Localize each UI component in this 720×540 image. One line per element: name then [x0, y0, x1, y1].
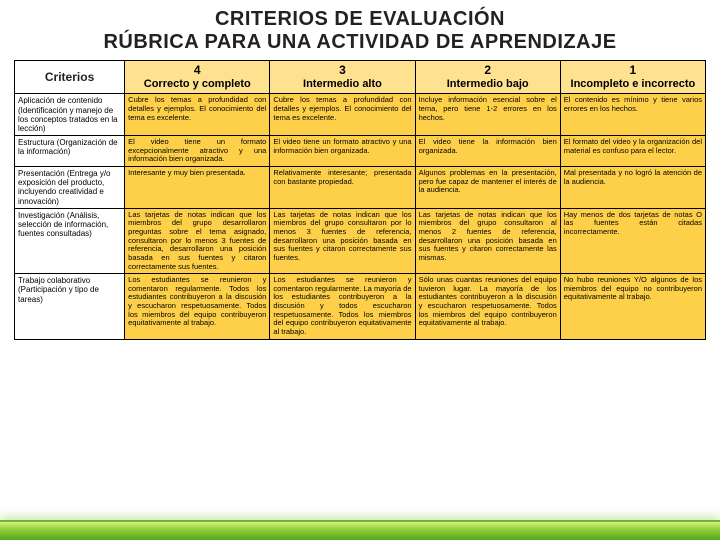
table-row: Presentación (Entrega y/o exposición del…	[15, 167, 706, 209]
level-header-1: 1 Incompleto e incorrecto	[560, 61, 705, 94]
footer-decoration	[0, 520, 720, 540]
page-title-line2: RÚBRICA PARA UNA ACTIVIDAD DE APRENDIZAJ…	[0, 31, 720, 60]
rubric-cell: Cubre los temas a profundidad con detall…	[270, 94, 415, 136]
rubric-cell: El contenido es mínimo y tiene varios er…	[560, 94, 705, 136]
rubric-cell: Interesante y muy bien presentada.	[125, 167, 270, 209]
rubric-cell: El video tiene un formato atractivo y un…	[270, 136, 415, 167]
level-label: Intermedio alto	[272, 78, 412, 91]
rubric-cell: El formato del video y la organización d…	[560, 136, 705, 167]
rubric-cell: Relativamente interesante; presentada co…	[270, 167, 415, 209]
criterion-cell: Aplicación de contenido (Identificación …	[15, 94, 125, 136]
rubric-cell: Los estudiantes se reunieron y comentaro…	[125, 274, 270, 339]
criterion-cell: Presentación (Entrega y/o exposición del…	[15, 167, 125, 209]
criteria-header: Criterios	[15, 61, 125, 94]
page-title-line1: CRITERIOS DE EVALUACIÓN	[0, 0, 720, 31]
rubric-cell: No hubo reuniones Y/O algunos de los mie…	[560, 274, 705, 339]
table-row: Aplicación de contenido (Identificación …	[15, 94, 706, 136]
table-header-row: Criterios 4 Correcto y completo 3 Interm…	[15, 61, 706, 94]
table-row: Trabajo colaborativo (Participación y ti…	[15, 274, 706, 339]
table-row: Investigación (Análisis, selección de in…	[15, 208, 706, 273]
level-num: 3	[272, 64, 412, 78]
rubric-cell: Algunos problemas en la presentación, pe…	[415, 167, 560, 209]
level-header-3: 3 Intermedio alto	[270, 61, 415, 94]
rubric-cell: Incluye información esencial sobre el te…	[415, 94, 560, 136]
rubric-cell: El video tiene un formato excepcionalmen…	[125, 136, 270, 167]
rubric-cell: Cubre los temas a profundidad con detall…	[125, 94, 270, 136]
level-label: Incompleto e incorrecto	[563, 78, 703, 91]
rubric-cell: Sólo unas cuantas reuniones del equipo t…	[415, 274, 560, 339]
rubric-cell: Las tarjetas de notas indican que los mi…	[270, 208, 415, 273]
criterion-cell: Estructura (Organización de la informaci…	[15, 136, 125, 167]
level-header-4: 4 Correcto y completo	[125, 61, 270, 94]
rubric-cell: Hay menos de dos tarjetas de notas O las…	[560, 208, 705, 273]
rubric-cell: El video tiene la información bien organ…	[415, 136, 560, 167]
table-row: Estructura (Organización de la informaci…	[15, 136, 706, 167]
level-label: Correcto y completo	[127, 78, 267, 91]
rubric-cell: Las tarjetas de notas indican que los mi…	[415, 208, 560, 273]
level-num: 2	[418, 64, 558, 78]
rubric-body: Aplicación de contenido (Identificación …	[15, 94, 706, 339]
rubric-cell: Mal presentada y no logró la atención de…	[560, 167, 705, 209]
criterion-cell: Investigación (Análisis, selección de in…	[15, 208, 125, 273]
criterion-cell: Trabajo colaborativo (Participación y ti…	[15, 274, 125, 339]
level-num: 4	[127, 64, 267, 78]
rubric-table: Criterios 4 Correcto y completo 3 Interm…	[14, 60, 706, 340]
level-num: 1	[563, 64, 703, 78]
level-header-2: 2 Intermedio bajo	[415, 61, 560, 94]
rubric-cell: Las tarjetas de notas indican que los mi…	[125, 208, 270, 273]
rubric-cell: Los estudiantes se reunieron y comentaro…	[270, 274, 415, 339]
level-label: Intermedio bajo	[418, 78, 558, 91]
